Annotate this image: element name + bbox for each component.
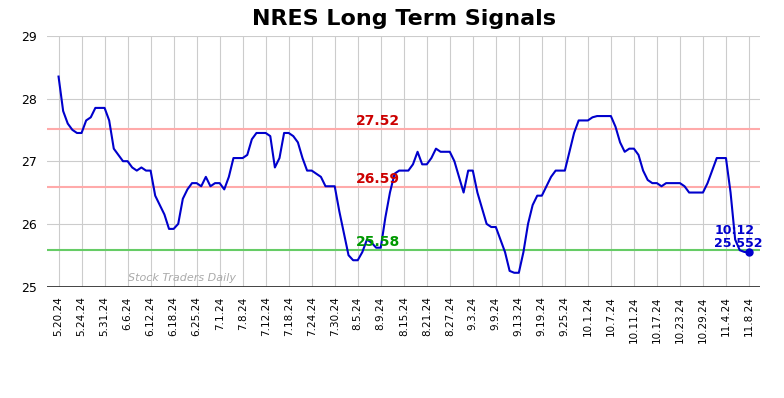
Title: NRES Long Term Signals: NRES Long Term Signals xyxy=(252,9,556,29)
Text: 27.52: 27.52 xyxy=(355,114,400,128)
Text: 25.58: 25.58 xyxy=(355,236,400,250)
Text: Stock Traders Daily: Stock Traders Daily xyxy=(128,273,235,283)
Text: 26.59: 26.59 xyxy=(355,172,399,186)
Text: 10:12: 10:12 xyxy=(714,224,754,237)
Text: 25.552: 25.552 xyxy=(714,237,763,250)
